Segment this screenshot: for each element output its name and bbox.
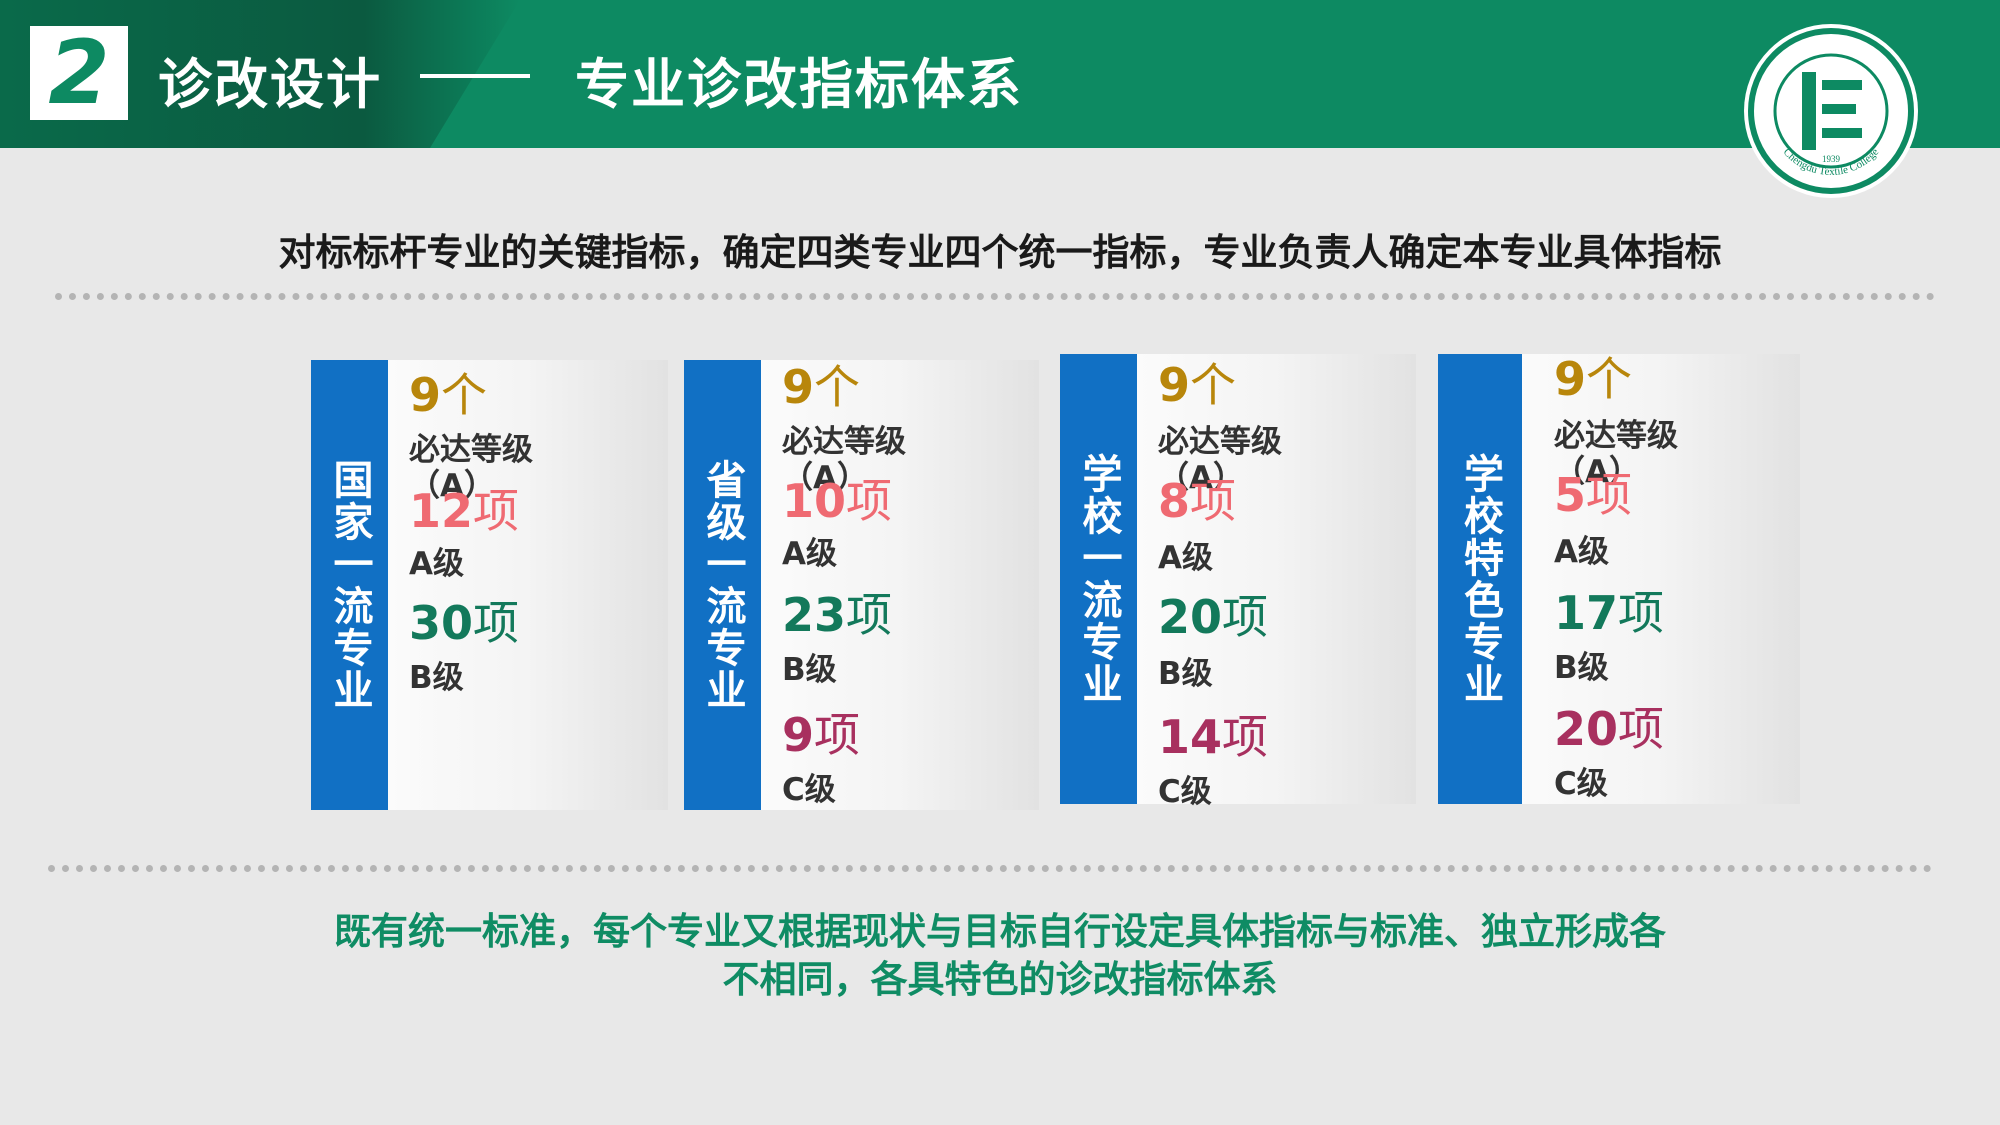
card-label: 国家一流专业 (326, 459, 373, 711)
level-b-count: 17项 (1554, 586, 1665, 640)
required-count: 9个 (1554, 352, 1633, 406)
level-b-label: B级 (782, 652, 837, 688)
card-label: 学校特色专业 (1457, 453, 1503, 705)
level-b-count: 23项 (782, 588, 893, 642)
level-a-count: 12项 (409, 484, 520, 538)
card-school: 学校一流专业 9个 必达等级 （A） 8项 A级 20项 B级 14项 C级 (1060, 354, 1416, 810)
required-count: 9个 (409, 368, 488, 422)
card-featured: 学校特色专业 9个 必达等级 （A） 5项 A级 17项 B级 20项 C级 (1438, 354, 1800, 804)
level-b-label: B级 (1554, 650, 1609, 686)
card-national: 国家一流专业 9个 必达等级 （A） 12项 A级 30项 B级 (311, 360, 668, 810)
divider-bottom (48, 865, 1932, 872)
level-c-label: C级 (782, 772, 836, 808)
level-b-count: 30项 (409, 596, 520, 650)
section-number-badge: 2 (30, 26, 128, 120)
required-grade: （A） (409, 468, 495, 504)
level-a-label: A级 (1554, 534, 1609, 570)
level-c-count: 14项 (1158, 710, 1269, 764)
card-bar (311, 360, 388, 810)
level-a-count: 10项 (782, 474, 893, 528)
divider-top (55, 293, 1935, 300)
required-label: 必达等级 (1554, 418, 1678, 454)
level-b-count: 20项 (1158, 590, 1269, 644)
level-a-label: A级 (1158, 540, 1213, 576)
section-number: 2 (48, 21, 110, 124)
level-a-count: 5项 (1554, 468, 1633, 522)
required-label: 必达等级 (782, 424, 906, 460)
level-a-count: 8项 (1158, 474, 1237, 528)
card-bar (1060, 354, 1137, 804)
college-logo: 1939 Chengdu Textile College (1744, 24, 1918, 198)
card-bar (684, 360, 761, 810)
required-label: 必达等级 (409, 432, 533, 468)
card-label: 省级一流专业 (699, 459, 746, 711)
level-c-count: 20项 (1554, 702, 1665, 756)
headline: 对标标杆专业的关键指标，确定四类专业四个统一指标，专业负责人确定本专业具体指标 (278, 231, 1722, 274)
level-b-label: B级 (1158, 656, 1213, 692)
level-a-label: A级 (409, 546, 464, 582)
required-count: 9个 (1158, 358, 1237, 412)
level-c-label: C级 (1158, 774, 1212, 810)
footer-line-1: 既有统一标准，每个专业又根据现状与目标自行设定具体指标与标准、独立形成各 (334, 910, 1666, 953)
footer-line-2: 不相同，各具特色的诊改指标体系 (722, 958, 1278, 1001)
required-grade: （A） (1158, 460, 1244, 496)
required-count: 9个 (782, 360, 861, 414)
level-c-label: C级 (1554, 766, 1608, 802)
level-c-count: 9项 (782, 708, 861, 762)
logo-year: 1939 (1822, 154, 1841, 164)
page-title-right: 专业诊改指标体系 (575, 53, 1023, 116)
required-label: 必达等级 (1158, 424, 1282, 460)
title-dash (420, 74, 530, 78)
card-label: 学校一流专业 (1075, 453, 1122, 705)
required-grade: （A） (1554, 454, 1640, 490)
page-title-left: 诊改设计 (158, 53, 382, 116)
level-a-label: A级 (782, 536, 837, 572)
level-b-label: B级 (409, 660, 464, 696)
card-bar (1438, 354, 1522, 804)
card-provincial: 省级一流专业 9个 必达等级 （A） 10项 A级 23项 B级 9项 C级 (684, 360, 1039, 810)
required-grade: （A） (782, 460, 868, 496)
